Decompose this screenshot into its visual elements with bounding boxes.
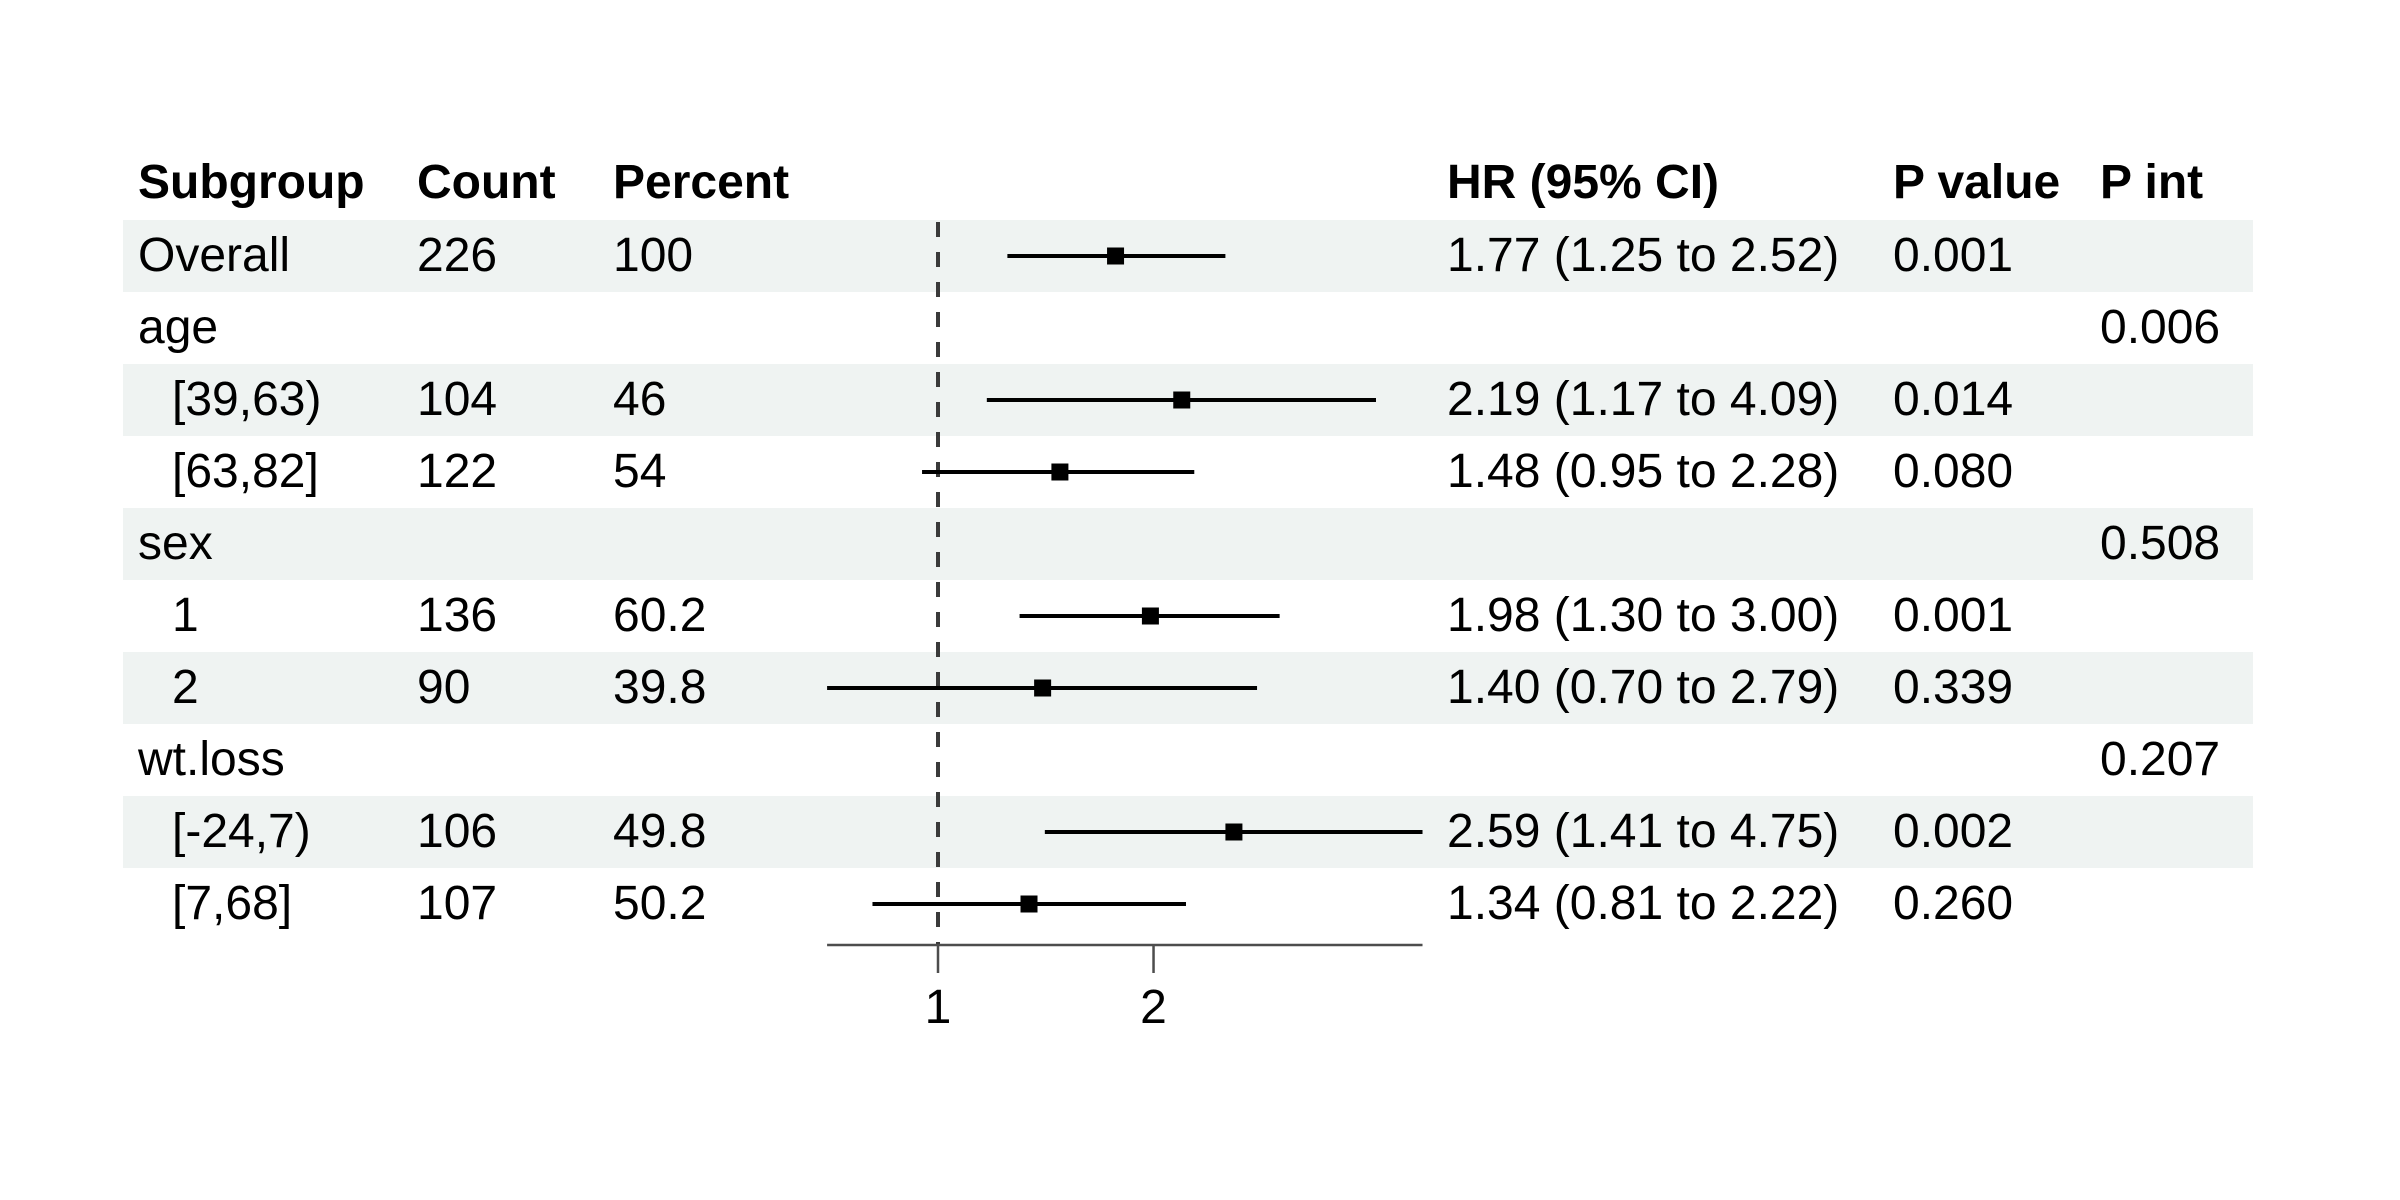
cell-p-value: 0.014: [1893, 373, 2014, 426]
cell-count: 104: [417, 373, 498, 426]
cell-p-value: 0.001: [1893, 229, 2014, 282]
cell-count: 226: [417, 229, 498, 282]
cell-hr-ci: 2.59 (1.41 to 4.75): [1447, 805, 1840, 858]
axis-tick-label: 2: [1140, 981, 1167, 1034]
column-header-hr-ci: HR (95% CI): [1447, 156, 1720, 209]
cell-subgroup: wt.loss: [138, 733, 285, 786]
cell-subgroup: [63,82]: [172, 445, 319, 498]
cell-hr-ci: 1.34 (0.81 to 2.22): [1447, 877, 1840, 930]
cell-hr-ci: 1.77 (1.25 to 2.52): [1447, 229, 1840, 282]
cell-subgroup: Overall: [138, 229, 291, 282]
cell-p-value: 0.339: [1893, 661, 2014, 714]
cell-subgroup: 2: [172, 661, 199, 714]
cell-hr-ci: 1.40 (0.70 to 2.79): [1447, 661, 1840, 714]
column-header-p-int: P int: [2100, 156, 2204, 209]
cell-subgroup: [-24,7): [172, 805, 311, 858]
cell-percent: 54: [613, 445, 667, 498]
cell-count: 107: [417, 877, 498, 930]
cell-count: 136: [417, 589, 498, 642]
point-marker: [1141, 607, 1159, 625]
cell-subgroup: 1: [172, 589, 199, 642]
cell-hr-ci: 2.19 (1.17 to 4.09): [1447, 373, 1840, 426]
cell-subgroup: age: [138, 301, 219, 354]
cell-p-value: 0.001: [1893, 589, 2014, 642]
cell-subgroup: [39,63): [172, 373, 322, 426]
row-stripe: [123, 508, 2253, 580]
cell-subgroup: [7,68]: [172, 877, 293, 930]
column-header-percent: Percent: [613, 156, 790, 209]
cell-count: 106: [417, 805, 498, 858]
cell-hr-ci: 1.48 (0.95 to 2.28): [1447, 445, 1840, 498]
cell-count: 90: [417, 661, 471, 714]
cell-p-int: 0.207: [2100, 733, 2221, 786]
axis-tick-label: 1: [925, 981, 952, 1034]
cell-p-value: 0.080: [1893, 445, 2014, 498]
cell-percent: 39.8: [613, 661, 707, 714]
cell-subgroup: sex: [138, 517, 213, 570]
cell-percent: 49.8: [613, 805, 707, 858]
column-header-subgroup: Subgroup: [138, 156, 365, 209]
point-marker: [1051, 463, 1069, 481]
cell-hr-ci: 1.98 (1.30 to 3.00): [1447, 589, 1840, 642]
column-header-count: Count: [417, 156, 556, 209]
cell-p-int: 0.006: [2100, 301, 2221, 354]
cell-percent: 46: [613, 373, 667, 426]
column-header-p-value: P value: [1893, 156, 2061, 209]
cell-percent: 50.2: [613, 877, 707, 930]
cell-count: 122: [417, 445, 498, 498]
cell-p-value: 0.260: [1893, 877, 2014, 930]
cell-p-int: 0.508: [2100, 517, 2221, 570]
cell-p-value: 0.002: [1893, 805, 2014, 858]
cell-percent: 60.2: [613, 589, 707, 642]
cell-percent: 100: [613, 229, 694, 282]
point-marker: [1020, 895, 1038, 913]
